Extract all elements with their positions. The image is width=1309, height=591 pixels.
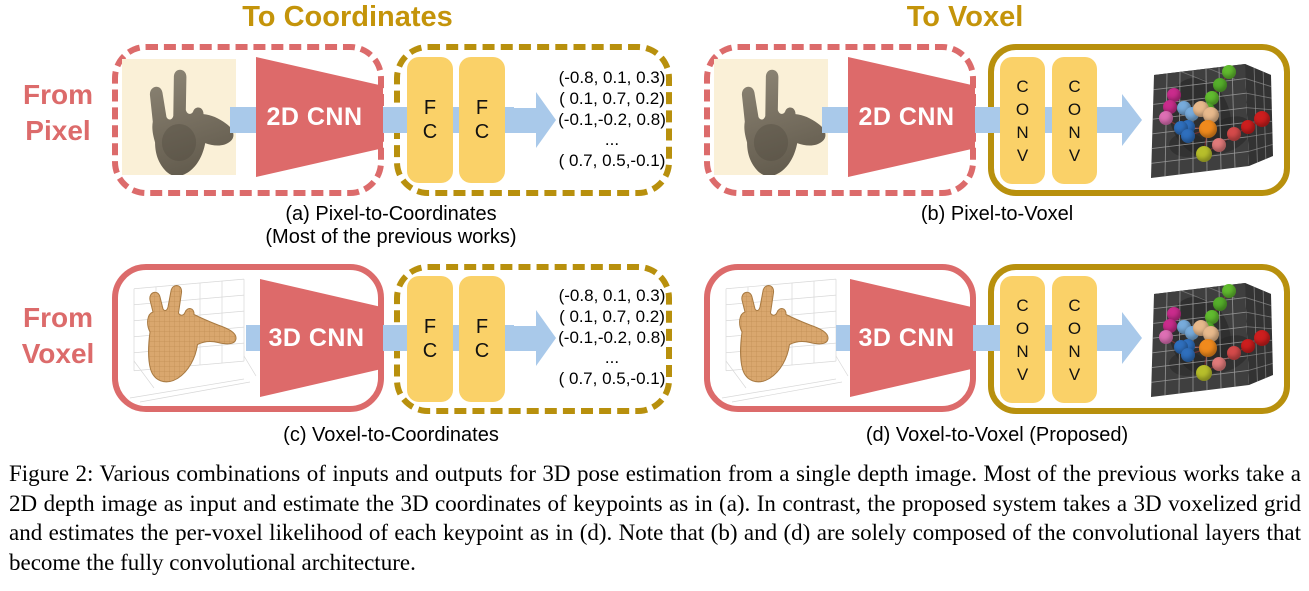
keypoint-dot [1181, 128, 1196, 143]
coordinates-output: (-0.8, 0.1, 0.3)( 0.1, 0.7, 0.2) (-0.1,-0… [556, 286, 668, 390]
keypoint-dot [1205, 90, 1219, 105]
keypoint-dot [1212, 137, 1226, 152]
panel-c-fc-layer-2: F C [459, 276, 505, 402]
keypoint-dot [1213, 77, 1228, 92]
coordinate-line: ( 0.1, 0.7, 0.2) [559, 88, 665, 108]
keypoint-dot [1241, 338, 1256, 353]
panel-d-caption: (d) Voxel-to-Voxel (Proposed) [865, 424, 1129, 446]
keypoint-dot [1198, 120, 1217, 139]
keypoint-dot [1227, 127, 1242, 142]
panel-d-cnn-label: 3D CNN [858, 323, 955, 352]
panel-b-cnn-label: 2D CNN [858, 102, 955, 131]
coordinate-line: ( 0.1, 0.7, 0.2) [559, 306, 665, 326]
keypoint-dot [1163, 318, 1177, 333]
coordinate-line: ( 0.7, 0.5,-0.1) [558, 369, 666, 389]
keypoint-dot [1167, 88, 1182, 103]
panel-d-conv-layer-2: C O N V [1052, 276, 1097, 403]
coordinate-line: ... [604, 130, 620, 150]
coordinate-line: ... [604, 348, 620, 368]
keypoint-dot [1195, 364, 1212, 381]
keypoint-dot [1195, 145, 1212, 162]
coordinates-output: (-0.8, 0.1, 0.3)( 0.1, 0.7, 0.2) (-0.1,-0… [556, 68, 668, 172]
voxel-output-cube [1142, 276, 1282, 403]
keypoint-dot [1241, 119, 1256, 134]
panel-a-cnn-label: 2D CNN [266, 102, 363, 131]
coordinate-line: (-0.1,-0.2, 0.8) [558, 327, 666, 347]
panel-a-fc-layer-1: F C [407, 57, 453, 183]
voxel-output-cube [1142, 57, 1282, 184]
coordinate-line: (-0.8, 0.1, 0.3) [558, 68, 666, 87]
connector-bar [836, 325, 854, 351]
row-header-from-voxel: From Voxel [21, 302, 95, 369]
panel-a-fc-layer-2: F C [459, 57, 505, 183]
arrow-body [512, 108, 536, 133]
coordinate-line: ( 0.7, 0.5,-0.1) [558, 151, 666, 171]
panel-b-conv-layer-1: C O N V [1000, 57, 1045, 184]
keypoint-dot [1212, 356, 1226, 371]
keypoint-dot [1181, 347, 1196, 362]
connector-bar [246, 325, 264, 351]
voxelized-hand-image [721, 278, 849, 403]
panel-d-conv-layer-1: C O N V [1000, 276, 1045, 403]
figure-caption: Figure 2: Various combinations of inputs… [9, 461, 1301, 575]
coordinate-line: (-0.8, 0.1, 0.3) [558, 286, 666, 305]
panel-a-caption-line: (a) Pixel-to-Coordinates [285, 203, 497, 225]
coordinate-line: (-0.1,-0.2, 0.8) [558, 109, 666, 129]
column-header-to-coordinates: To Coordinates [242, 1, 453, 33]
keypoint-dot [1158, 329, 1173, 344]
depth-hand-image [122, 59, 236, 175]
keypoint-dot [1198, 339, 1217, 358]
keypoint-dot [1205, 309, 1219, 324]
panel-b-conv-layer-2: C O N V [1052, 57, 1097, 184]
keypoint-dot [1227, 346, 1242, 361]
arrow-head [536, 310, 556, 366]
arrow-body [512, 326, 536, 351]
keypoint-dot [1221, 65, 1236, 80]
keypoint-dot [1202, 107, 1219, 124]
depth-hand-image [714, 59, 828, 175]
keypoint-dot [1221, 284, 1236, 299]
keypoint-dot [1167, 307, 1182, 322]
arrow-body [1100, 325, 1122, 351]
arrow-head [536, 92, 556, 148]
keypoint-dot [1254, 330, 1271, 347]
panel-a-caption: (a) Pixel-to-Coordinates (Most of the pr… [246, 203, 536, 249]
arrow-head [1122, 94, 1142, 146]
arrow-head [1122, 312, 1142, 364]
voxelized-hand-image [129, 278, 257, 403]
keypoint-dot [1254, 111, 1271, 128]
panel-b-caption: (b) Pixel-to-Voxel [920, 203, 1074, 225]
panel-c-caption: (c) Voxel-to-Coordinates [283, 424, 499, 446]
keypoint-dot [1158, 110, 1173, 125]
keypoint-dot [1202, 326, 1219, 343]
panel-a-subcaption-line: (Most of the previous works) [265, 226, 517, 248]
column-header-to-voxel: To Voxel [906, 1, 1024, 33]
row-header-from-pixel: From Pixel [23, 79, 93, 146]
arrow-body [1100, 107, 1122, 133]
panel-c-fc-layer-1: F C [407, 276, 453, 402]
panel-c-cnn-label: 3D CNN [268, 323, 365, 352]
keypoint-dot [1163, 99, 1177, 114]
keypoint-dot [1213, 296, 1228, 311]
